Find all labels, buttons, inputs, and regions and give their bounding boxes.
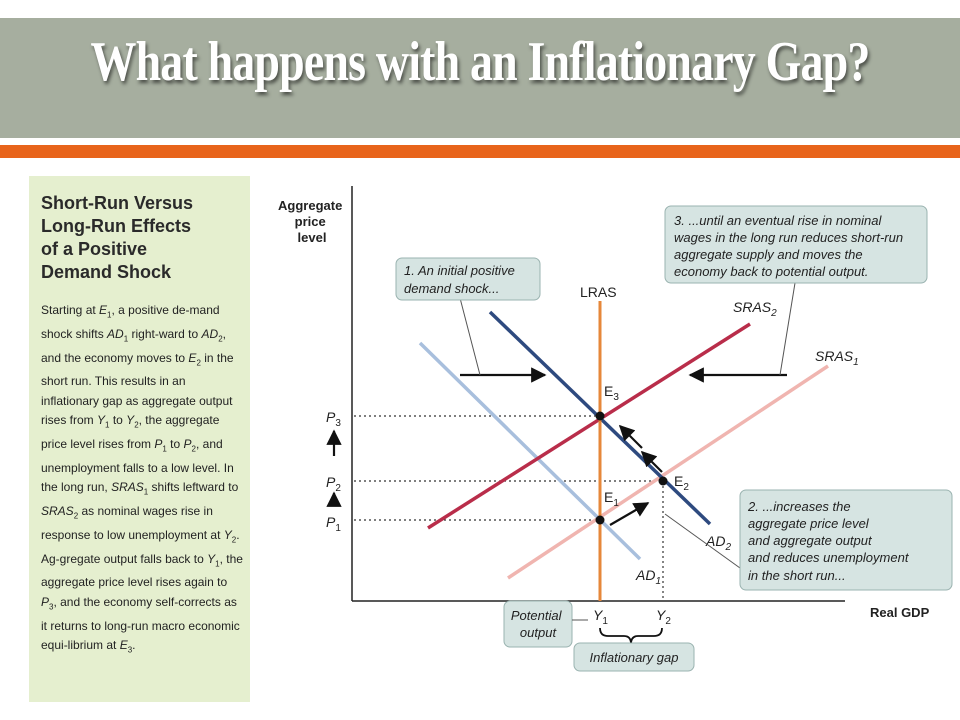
e2-to-e3-arrow-upper [618, 424, 643, 449]
e2-to-e3-arrow-lower [640, 450, 663, 473]
ad2-label: AD2 [705, 533, 731, 553]
svg-text:1. An initial positive d: 1. An initial positive demand shock... [404, 263, 518, 296]
svg-text:3. ...until an eventual rise i: 3. ...until an eventual rise in nominal … [674, 213, 907, 279]
p2-tick-label: P2 [326, 474, 341, 494]
potential-output-callout: Potential output [503, 600, 588, 648]
sidebar-heading-line: Demand Shock [41, 262, 172, 282]
gap-brace [599, 627, 663, 645]
guide-lines [354, 415, 664, 601]
lras-label: LRAS [580, 284, 617, 300]
movement-arrows [326, 367, 787, 526]
sidebar-heading-line: of a Positive [41, 239, 148, 259]
sidebar-heading-line: Long-Run Effects [41, 216, 191, 236]
as-ad-diagram: Aggregate price level Real GDP LRAS SRAS… [278, 186, 953, 672]
sras1-curve [507, 364, 829, 580]
svg-text:Inflationary gap: Inflationary gap [590, 650, 679, 665]
sras2-curve [427, 322, 751, 530]
p1-tick-label: P1 [326, 514, 341, 534]
sidebar-heading: Short-Run Versus Long-Run Effects of a P… [41, 192, 241, 284]
inflationary-gap-callout: Inflationary gap [573, 642, 695, 672]
callout-step-3: 3. ...until an eventual rise in nominal … [664, 205, 928, 376]
e3-label: E3 [604, 383, 619, 403]
slide-title: What happens with an Inflationary Gap? [90, 31, 870, 93]
y2-tick-label: Y2 [656, 607, 671, 627]
svg-text:Potential output: Potential output [511, 608, 565, 640]
e1-point [595, 515, 605, 525]
callout-step-1: 1. An initial positive demand shock... [395, 257, 541, 376]
title-underline [0, 145, 960, 158]
title-bar [0, 18, 960, 138]
svg-text:2. ...increases the aggr: 2. ...increases the aggregate price leve… [747, 499, 912, 583]
y-axis-label: Aggregate price level [278, 198, 346, 245]
x-axis-label: Real GDP [870, 605, 930, 620]
p3-tick-label: P3 [326, 409, 341, 429]
e3-point [595, 411, 605, 421]
sidebar-heading-line: Short-Run Versus [41, 193, 194, 213]
e1-to-e2-arrow [609, 502, 650, 526]
y1-tick-label: Y1 [593, 607, 608, 627]
e2-point [658, 476, 668, 486]
sidebar-panel: Short-Run Versus Long-Run Effects of a P… [29, 176, 250, 702]
sidebar-body: Starting at E1, a positive de-mand shock… [41, 303, 243, 655]
e1-label: E1 [604, 489, 619, 509]
e2-label: E2 [674, 473, 689, 493]
sras1-label: SRAS1 [815, 348, 859, 368]
ad1-label: AD1 [635, 567, 661, 587]
sras2-label: SRAS2 [733, 299, 777, 319]
callout-step-2: 2. ...increases the aggregate price leve… [664, 489, 953, 591]
